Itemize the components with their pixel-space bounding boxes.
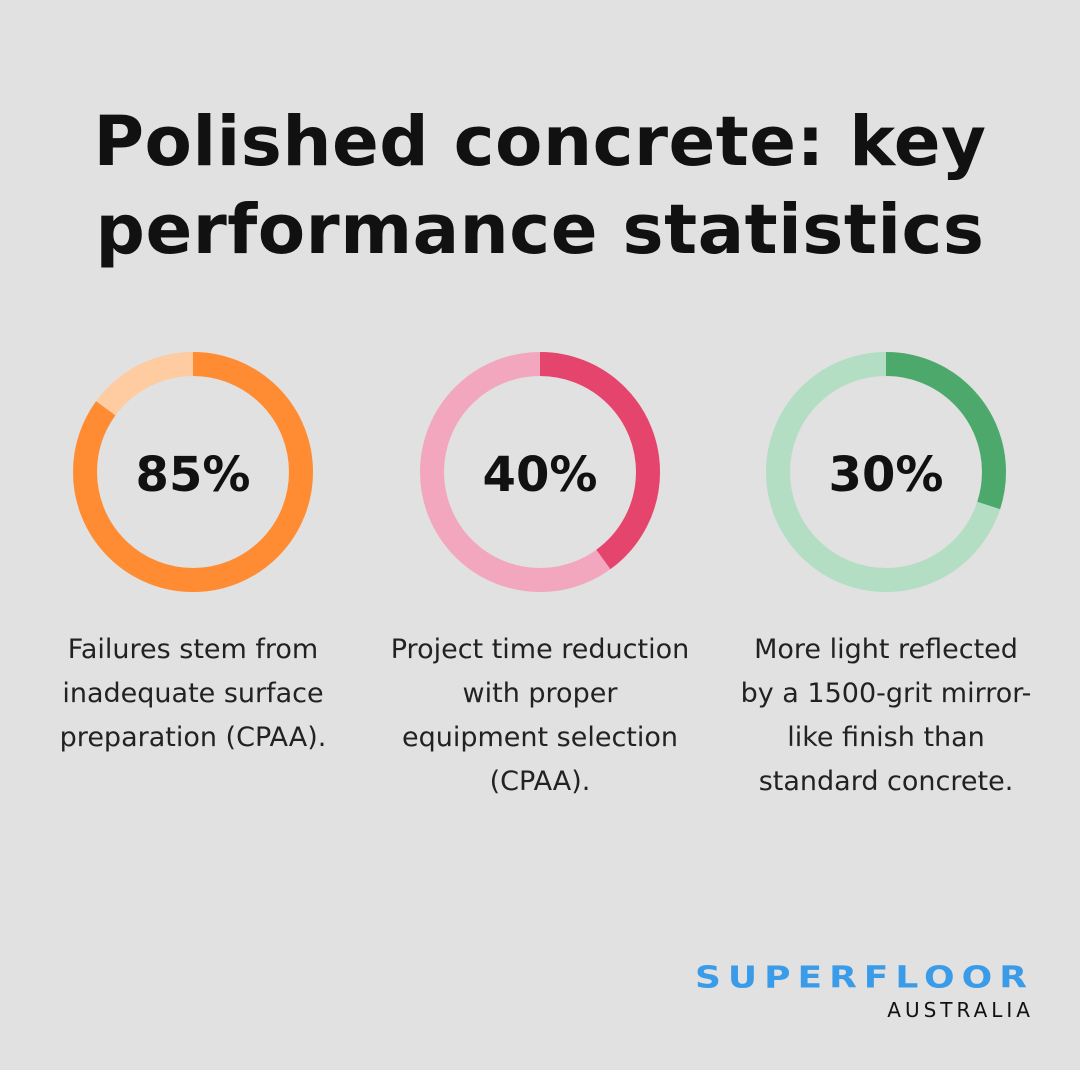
- stat-description: More light reflected by a 1500-grit mirr…: [740, 634, 1032, 797]
- donut-value-arc: [766, 352, 1006, 592]
- donut-value-arc: [73, 352, 313, 592]
- brand-logo: SUPERFLOOR AUSTRALIA: [695, 958, 1034, 1022]
- stat-percent: 85%: [135, 447, 251, 503]
- donut-chart: [73, 352, 313, 592]
- donut-value-arc: [420, 352, 660, 592]
- page-title: Polished concrete: key performance stati…: [93, 102, 987, 270]
- donut-chart: [420, 352, 660, 592]
- stat-description: Project time reduction with proper equip…: [390, 634, 690, 797]
- logo-subtitle: AUSTRALIA: [887, 998, 1034, 1022]
- stat-percent: 30%: [828, 447, 944, 503]
- donut-chart: [766, 352, 1006, 592]
- logo-wordmark: SUPERFLOOR: [694, 960, 1034, 995]
- stat-description: Failures stem from inadequate surface pr…: [59, 634, 327, 753]
- stat-percent: 40%: [482, 447, 598, 503]
